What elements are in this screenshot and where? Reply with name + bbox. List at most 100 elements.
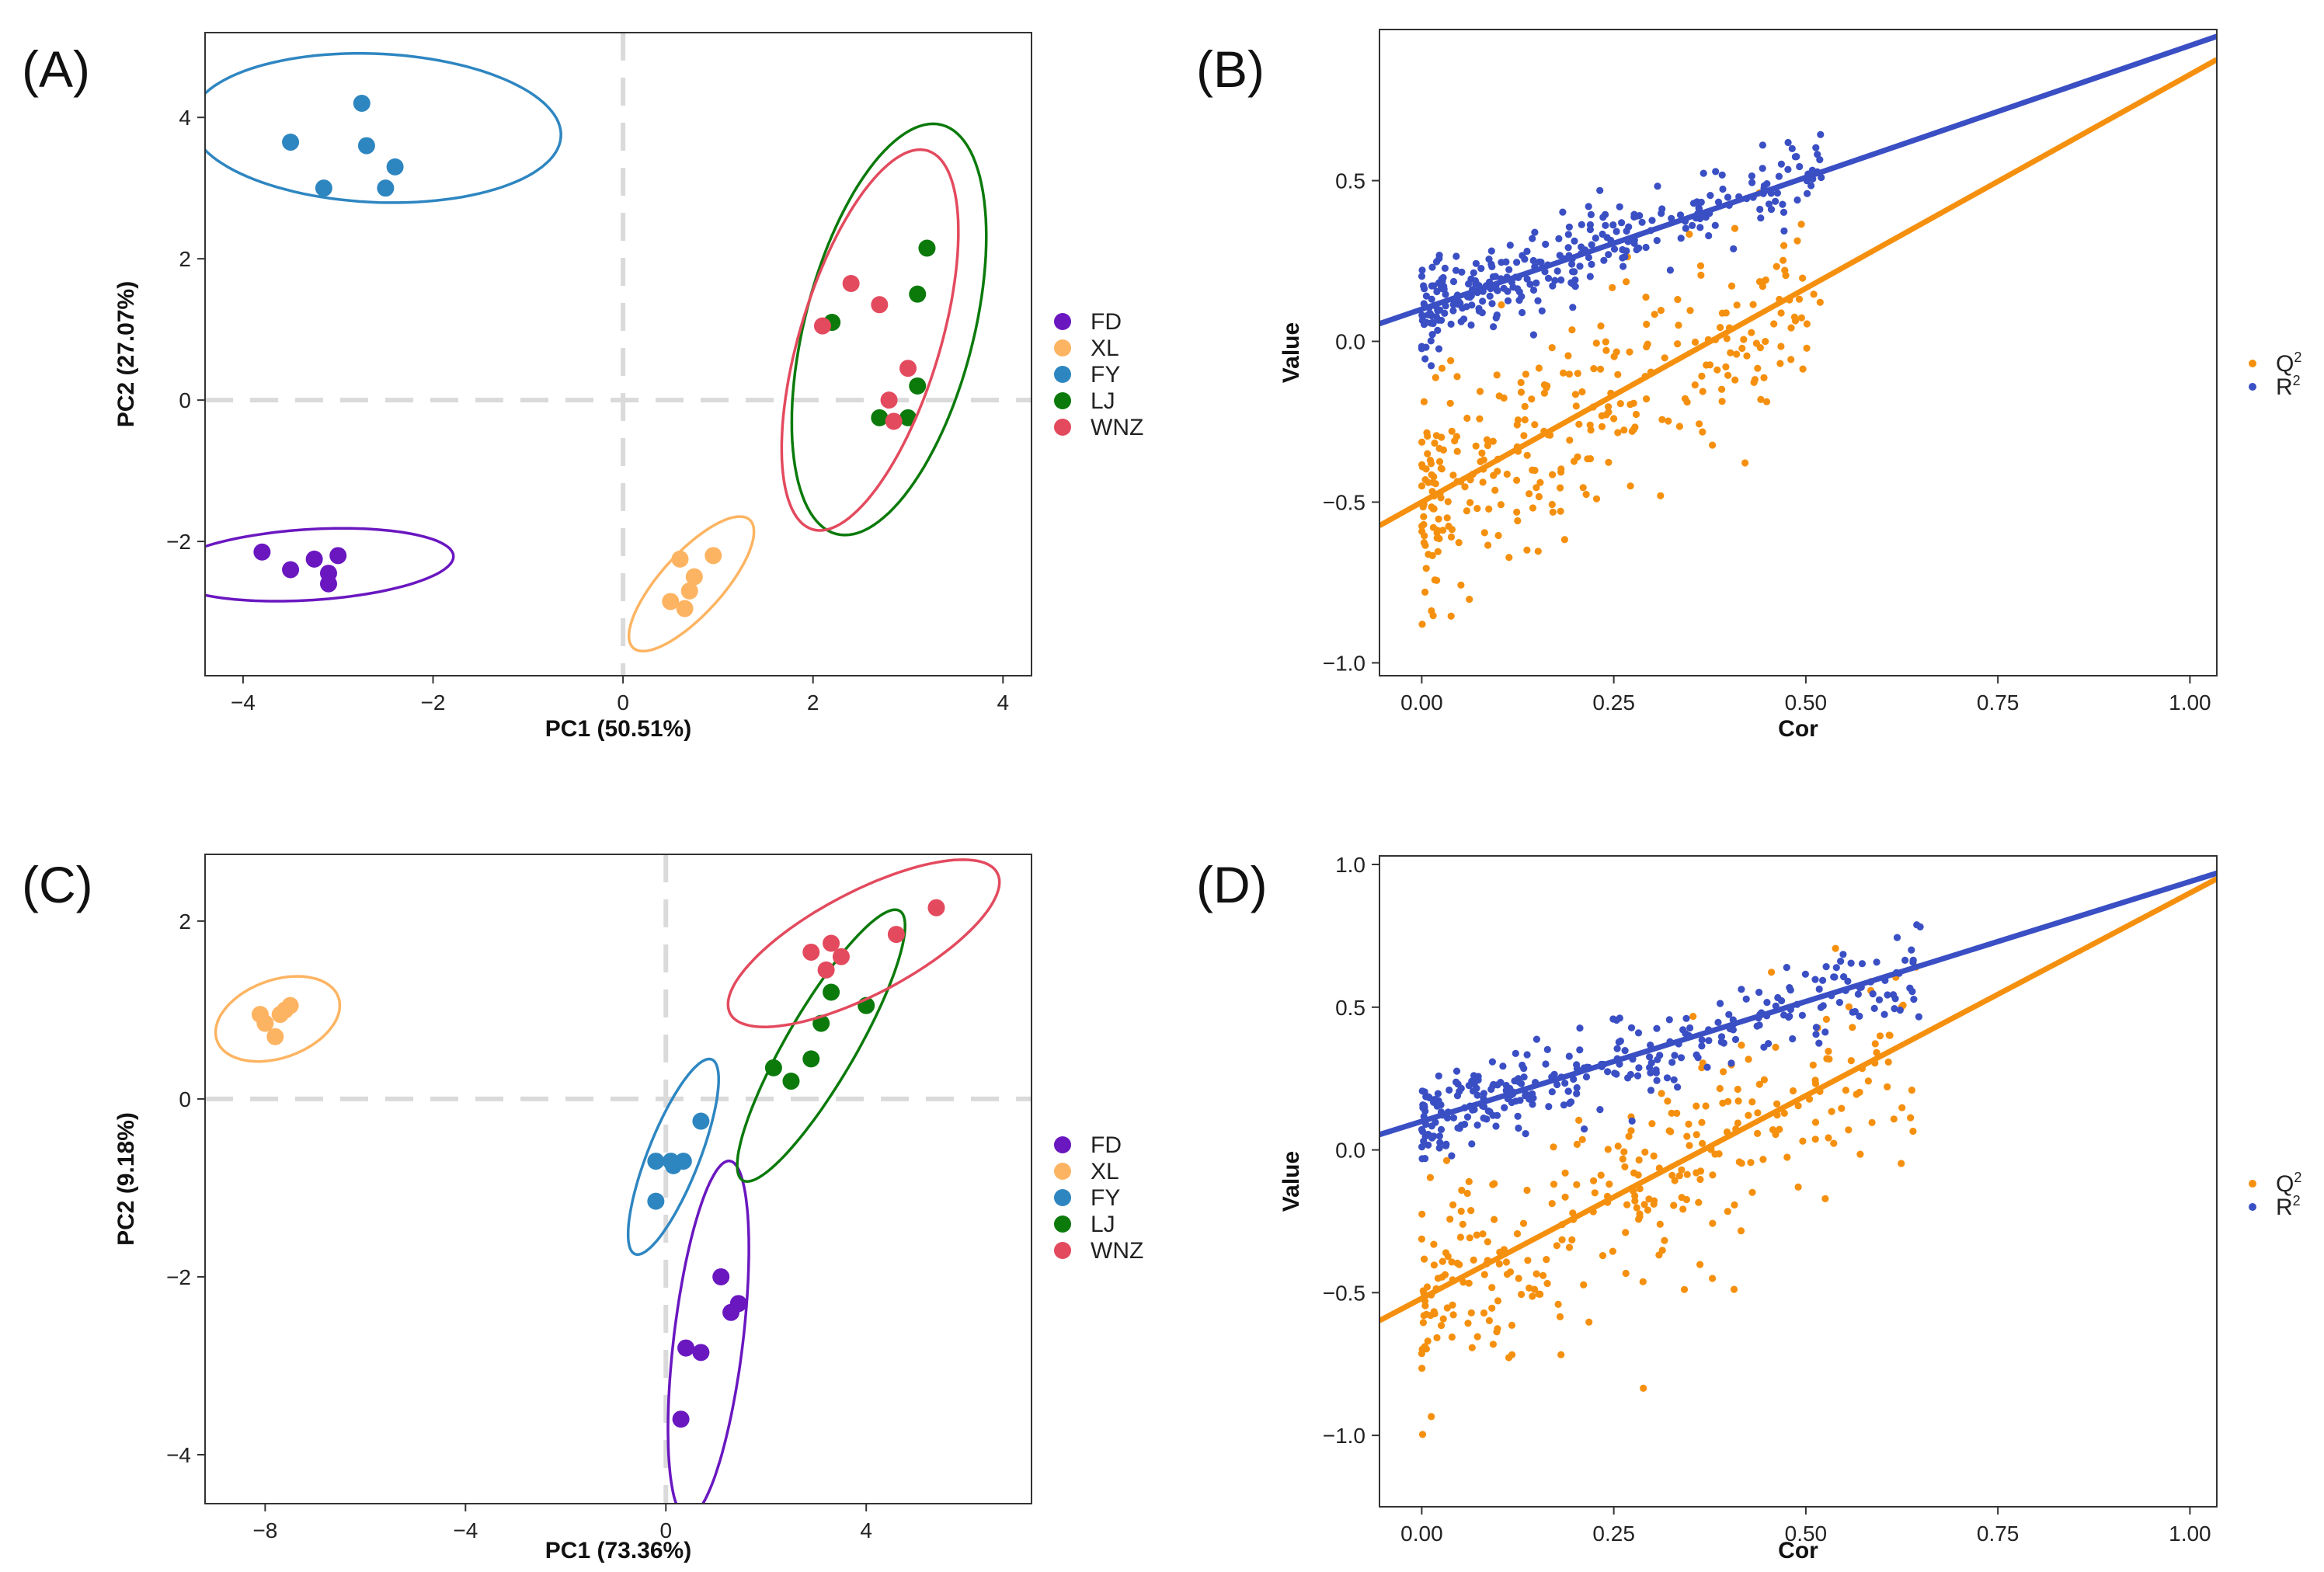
point-q2-207 bbox=[1777, 343, 1785, 350]
point-q2-143 bbox=[1657, 307, 1665, 315]
point-r2-158 bbox=[1891, 995, 1899, 1003]
point-q2-275 bbox=[1451, 437, 1459, 445]
point-r2-237 bbox=[1511, 1077, 1519, 1085]
point-q2-210 bbox=[1680, 1285, 1689, 1293]
point-r2-295 bbox=[1458, 268, 1466, 276]
y-tick-label: 2 bbox=[179, 909, 191, 934]
point-q2-215 bbox=[1602, 346, 1610, 354]
point-lj-5 bbox=[899, 409, 917, 426]
point-r2-294 bbox=[1821, 1028, 1829, 1036]
point-r2-190 bbox=[1619, 254, 1626, 262]
point-r2-269 bbox=[1456, 1125, 1463, 1132]
point-q2-112 bbox=[1447, 356, 1455, 364]
point-q2-255 bbox=[1630, 1169, 1638, 1177]
point-r2-71 bbox=[1467, 321, 1475, 329]
point-q2-215 bbox=[1554, 1300, 1562, 1308]
point-q2-40 bbox=[1695, 1198, 1703, 1206]
legend-marker-q2 bbox=[2249, 360, 2256, 367]
point-q2-119 bbox=[1529, 504, 1537, 512]
point-q2-240 bbox=[1741, 459, 1749, 467]
legend-marker-lj bbox=[1054, 1216, 1071, 1233]
point-r2-156 bbox=[1646, 1063, 1654, 1072]
point-wnz-4 bbox=[817, 961, 835, 979]
point-r2-161 bbox=[1910, 996, 1918, 1003]
point-q2-136 bbox=[1755, 1080, 1763, 1088]
point-q2-116 bbox=[1472, 442, 1480, 450]
point-q2-127 bbox=[1466, 1234, 1473, 1242]
point-fd-2 bbox=[722, 1303, 740, 1321]
point-q2-10 bbox=[1513, 1229, 1522, 1238]
point-wnz-1 bbox=[887, 926, 905, 944]
legend-label-xl: XL bbox=[1091, 336, 1119, 361]
point-q2-4 bbox=[1467, 1309, 1475, 1316]
point-r2-36 bbox=[1534, 297, 1542, 304]
x-axis-title: Cor bbox=[1778, 716, 1818, 742]
point-q2-264 bbox=[1799, 274, 1807, 282]
point-q2-232 bbox=[1421, 532, 1428, 540]
point-q2-270 bbox=[1849, 1024, 1856, 1031]
point-r2-52 bbox=[1832, 964, 1840, 972]
point-r2-30 bbox=[1798, 1011, 1806, 1019]
point-q2-227 bbox=[1418, 1431, 1427, 1438]
point-r2-286 bbox=[1689, 200, 1698, 207]
point-r2-249 bbox=[1706, 192, 1714, 200]
series-r2 bbox=[1379, 33, 2217, 370]
point-q2-260 bbox=[1871, 1040, 1879, 1048]
point-r2-157 bbox=[1565, 223, 1573, 231]
point-r2-185 bbox=[1433, 287, 1441, 296]
point-q2-262 bbox=[1907, 1114, 1915, 1122]
legend-marker-xl bbox=[1054, 339, 1071, 356]
point-q2-150 bbox=[1419, 1319, 1427, 1327]
point-q2-283 bbox=[1661, 1236, 1668, 1244]
point-q2-76 bbox=[1453, 447, 1461, 455]
point-r2-120 bbox=[1869, 990, 1877, 998]
fit-line-q2 bbox=[1379, 57, 2217, 528]
point-q2-107 bbox=[1572, 402, 1580, 410]
plot-area bbox=[1379, 33, 2217, 628]
point-q2-257 bbox=[1789, 1087, 1797, 1095]
point-q2-266 bbox=[1610, 353, 1618, 360]
point-q2-19 bbox=[1623, 278, 1630, 286]
point-r2-40 bbox=[1780, 208, 1788, 216]
point-q2-9 bbox=[1528, 395, 1536, 403]
point-r2-171 bbox=[1520, 1065, 1528, 1073]
point-q2-258 bbox=[1438, 364, 1446, 372]
point-q2-91 bbox=[1727, 282, 1736, 290]
point-r2-242 bbox=[1454, 301, 1462, 308]
point-q2-87 bbox=[1773, 1100, 1781, 1108]
point-r2-211 bbox=[1772, 197, 1780, 205]
point-r2-238 bbox=[1682, 224, 1689, 232]
point-q2-183 bbox=[1768, 969, 1776, 976]
point-q2-188 bbox=[1614, 370, 1622, 378]
series-q2 bbox=[1379, 876, 2217, 1438]
point-q2-294 bbox=[1427, 460, 1435, 468]
y-tick-label: 4 bbox=[179, 106, 191, 130]
point-q2-210 bbox=[1447, 533, 1456, 541]
point-r2-75 bbox=[1671, 1052, 1679, 1059]
point-r2-155 bbox=[1748, 179, 1756, 186]
point-q2-182 bbox=[1609, 1247, 1616, 1255]
point-q2-28 bbox=[1720, 1068, 1727, 1076]
point-fy-0 bbox=[353, 94, 371, 112]
point-q2-104 bbox=[1665, 417, 1672, 425]
y-tick-label: 0.0 bbox=[1335, 330, 1366, 354]
point-q2-205 bbox=[1515, 1275, 1522, 1282]
point-r2-30 bbox=[1587, 210, 1595, 218]
point-q2-286 bbox=[1823, 1055, 1831, 1062]
series-fy bbox=[205, 52, 562, 204]
point-q2-44 bbox=[1757, 395, 1765, 403]
point-r2-16 bbox=[1796, 162, 1804, 171]
point-r2-95 bbox=[1430, 282, 1438, 290]
point-q2-161 bbox=[1787, 324, 1795, 332]
plot-area bbox=[205, 854, 1032, 1504]
point-q2-45 bbox=[1453, 1259, 1461, 1267]
point-q2-270 bbox=[1557, 484, 1564, 492]
ellipse-wnz bbox=[780, 148, 960, 532]
series-q2 bbox=[1379, 57, 2217, 628]
point-q2-71 bbox=[1699, 1139, 1706, 1147]
point-r2-86 bbox=[1592, 234, 1599, 242]
point-q2-277 bbox=[1571, 391, 1579, 398]
point-q2-168 bbox=[1435, 515, 1442, 523]
point-r2-299 bbox=[1427, 1132, 1435, 1140]
